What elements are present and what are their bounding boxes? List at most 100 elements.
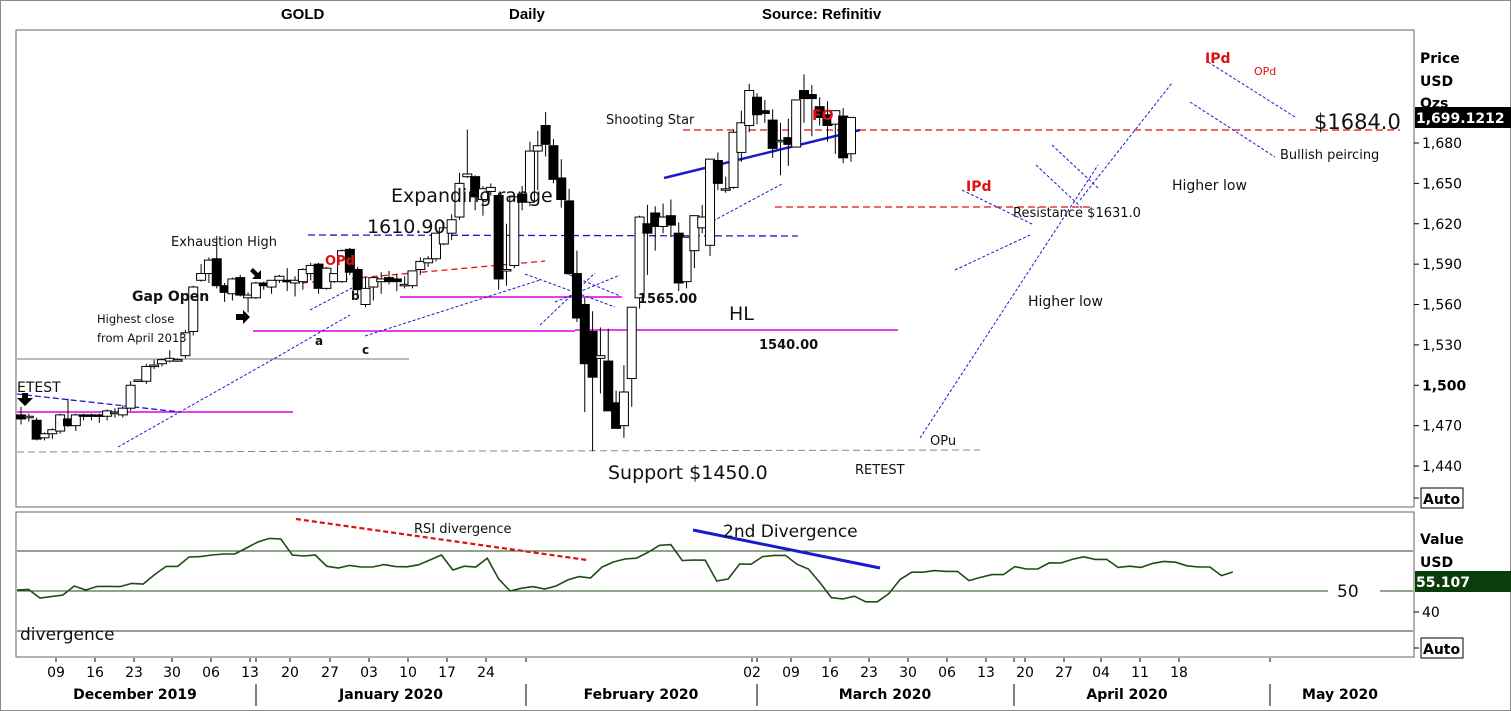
rsi-panel — [15, 511, 1415, 658]
x-tick-label: 23 — [125, 665, 143, 681]
candle — [368, 277, 379, 288]
higher-low-label-2: Higher low — [1172, 178, 1247, 194]
level-1610-label: 1610.90 — [367, 216, 446, 238]
rsi-50-label: 50 — [1337, 582, 1359, 602]
candle — [712, 159, 723, 184]
rsi-axis-title-2: USD — [1420, 555, 1453, 571]
rsi-divergence-label: RSI divergence — [414, 522, 512, 537]
diagonal-arrow-icon — [250, 268, 261, 279]
month-label: April 2020 — [1086, 687, 1167, 703]
candle — [548, 145, 559, 180]
opd-label-2: OPd — [1254, 65, 1276, 78]
etest-trend-line — [16, 393, 181, 413]
x-axis: 09 16 23 30 06 13 20 27 03 10 17 24 02 09 16 23 30 06 13 20… — [47, 658, 1378, 706]
annotations: ETEST Gap Open Highest close from April … — [17, 51, 1401, 484]
candle — [180, 332, 191, 357]
candle — [477, 188, 488, 201]
x-tick-label: 24 — [477, 665, 495, 681]
x-tick-label: 06 — [938, 665, 956, 681]
price-auto-button[interactable] — [1420, 487, 1464, 509]
source-title: Source: Refinitiv — [762, 6, 882, 23]
x-tick-label: 04 — [1092, 665, 1110, 681]
last-price-badge — [1415, 107, 1511, 128]
support-1450-line — [16, 449, 981, 453]
x-tick-label: 20 — [281, 665, 299, 681]
candle — [485, 186, 496, 192]
down-channel-bottom — [1189, 101, 1276, 158]
candle — [407, 270, 418, 287]
candle — [462, 173, 473, 178]
candle — [845, 116, 856, 155]
label-b: b — [351, 289, 360, 303]
last-rsi-value: 55.107 — [1416, 575, 1470, 591]
label-a: a — [315, 334, 323, 348]
price-axis-title-1: Price — [1420, 51, 1460, 67]
rsi-overlays: RSI divergence 2nd Divergence 50 diverge… — [16, 517, 1413, 645]
last-rsi-badge — [1415, 571, 1511, 592]
highest-close-label-1: Highest close — [97, 312, 174, 326]
higher-low-label-1: Higher low — [1028, 294, 1103, 310]
candle — [23, 415, 34, 419]
price-tick: 1,620 — [1422, 217, 1462, 233]
candle — [266, 279, 277, 288]
month-label: May 2020 — [1302, 687, 1378, 703]
candle — [509, 196, 520, 266]
candle — [791, 99, 802, 148]
price-tick: 1,470 — [1422, 419, 1462, 435]
x-tick-label: 16 — [821, 665, 839, 681]
rsi-axis: Value USD 55.107 40 Auto — [1414, 532, 1511, 659]
price-axis: Price USD Ozs 1,699.1212 1,6801,6501,620… — [1414, 51, 1511, 509]
x-tick-label: 09 — [782, 665, 800, 681]
candle — [297, 269, 308, 283]
candle — [352, 269, 363, 291]
x-tick-label: 17 — [438, 665, 456, 681]
month-label: January 2020 — [338, 687, 443, 703]
opu-label: OPu — [930, 434, 956, 449]
candle — [736, 122, 747, 153]
candle — [524, 150, 535, 203]
month-label: February 2020 — [584, 687, 699, 703]
candle — [501, 269, 512, 272]
label-c: c — [362, 343, 369, 357]
price-axis-title-2: USD — [1420, 74, 1453, 90]
candle — [767, 119, 778, 149]
candle — [634, 216, 645, 299]
x-tick-label: 18 — [1170, 665, 1188, 681]
candle — [430, 232, 441, 260]
candle — [556, 177, 567, 201]
ipd-triangle-bottom — [954, 234, 1031, 271]
x-tick-label: 02 — [743, 665, 761, 681]
rsi-axis-title-1: Value — [1420, 532, 1464, 548]
hl-label: HL — [729, 303, 754, 325]
gap-open-label: Gap Open — [132, 289, 209, 305]
resistance-label: Resistance $1631.0 — [1013, 206, 1141, 221]
candle — [564, 200, 575, 275]
candle — [705, 158, 716, 246]
price-tick: 1,530 — [1422, 338, 1462, 354]
candle — [117, 407, 128, 416]
candle — [470, 176, 481, 198]
x-tick-label: 09 — [47, 665, 65, 681]
uptrend-line-2 — [364, 279, 541, 337]
rsi-auto-button[interactable] — [1420, 637, 1464, 659]
candle — [814, 106, 825, 118]
candle — [587, 330, 598, 378]
candle — [141, 365, 152, 382]
level-1610-line — [307, 234, 799, 237]
candle — [47, 429, 58, 435]
second-divergence-label: 2nd Divergence — [723, 522, 858, 542]
shooting-star-trend-line — [663, 128, 861, 180]
rsi-auto-label: Auto — [1423, 642, 1460, 658]
candle — [720, 188, 731, 191]
level-1684-label: $1684.0 — [1314, 110, 1401, 134]
candle — [540, 125, 551, 145]
level-1565-label: 1565.00 — [638, 292, 697, 307]
expanding-range-label: Expanding range — [391, 185, 553, 207]
candle — [665, 215, 676, 226]
fo-label: FO — [812, 108, 834, 124]
candle — [391, 278, 402, 283]
down-arrow-icon — [17, 393, 33, 406]
candle — [235, 277, 246, 296]
candle — [156, 359, 167, 365]
